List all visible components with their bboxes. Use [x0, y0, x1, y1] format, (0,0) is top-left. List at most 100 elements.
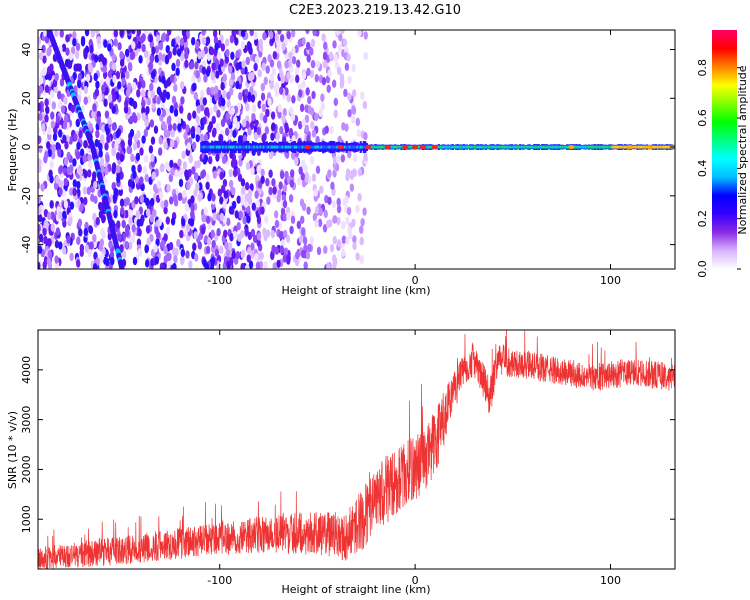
spectrogram-noise-cell — [289, 225, 294, 235]
spectrogram-band-core — [358, 145, 361, 149]
spectrogram-band-core — [279, 145, 283, 149]
spectrogram-noise-cell — [229, 34, 235, 44]
spectrogram-noise-cell — [187, 168, 192, 178]
colorbar-gradient — [712, 30, 737, 269]
spectrogram-noise-cell — [179, 105, 184, 114]
spectrogram-track-cell — [39, 6, 44, 12]
spectrogram-noise-cell — [47, 261, 53, 269]
spectrogram-noise-cell — [254, 37, 259, 47]
spectrogram-band-core — [258, 145, 261, 149]
spectrogram-band-core — [659, 145, 662, 149]
spectrogram-noise-cell — [206, 52, 212, 62]
spectrogram-band-core — [531, 145, 534, 149]
spectrogram-band-core — [379, 145, 383, 149]
spectrogram-noise-cell — [184, 46, 189, 55]
spectrogram-band-core — [553, 145, 556, 149]
spectrogram-noise-cell — [214, 42, 219, 52]
snr-y-tick-label: 1000 — [20, 505, 33, 533]
spectrogram-noise-cell — [240, 250, 245, 259]
spectrogram-noise-cell — [352, 153, 358, 163]
spectrogram-noise-cell — [166, 184, 171, 193]
spectrogram-track-cell — [35, 0, 40, 4]
spectrogram-noise-cell — [169, 159, 174, 169]
spectrogram-noise-cell — [57, 91, 62, 100]
spectrogram-band-core — [231, 145, 234, 149]
spectrogram-noise-cell — [232, 129, 237, 139]
spectrogram-noise-cell — [148, 34, 154, 43]
spectrogram-noise-cell — [360, 217, 365, 227]
spectrogram-noise-cell — [286, 212, 291, 221]
spectrogram-band-core — [544, 145, 547, 149]
spectrogram-band-core — [462, 145, 465, 149]
spectrogram-noise-cell — [180, 248, 186, 258]
spectrogram-noise-cell — [265, 178, 270, 187]
spectrogram-noise-cell — [260, 92, 266, 102]
spectrogram-band-core — [370, 145, 373, 149]
spectrogram-noise-cell — [38, 112, 43, 122]
spectrogram-noise-cell — [230, 72, 236, 81]
spectrogram-noise-cell — [215, 153, 220, 162]
spectrogram-noise-cell — [177, 123, 182, 132]
spectrogram-band-core — [275, 145, 278, 149]
spectrogram-noise-cell — [50, 120, 55, 129]
spectrogram-band-core — [361, 145, 364, 149]
spectrogram-noise-cell — [237, 61, 243, 70]
spectrogram-noise-cell — [54, 255, 59, 264]
spectrogram-noise-cell — [301, 227, 306, 236]
spectrogram-noise-cell — [70, 46, 76, 55]
spectrogram-hotspot — [568, 145, 575, 150]
spectrogram-noise-cell — [246, 215, 251, 224]
spectrogram-noise-cell — [119, 198, 125, 207]
spectrogram-noise-cell — [107, 43, 112, 52]
spectrogram-noise-cell — [167, 122, 173, 132]
spectrogram-band-core — [206, 145, 209, 149]
spectrogram-noise-cell — [315, 60, 320, 69]
spectrogram-noise-cell — [321, 33, 326, 42]
spectrogram-noise-cell — [195, 40, 200, 50]
spectrogram-noise-cell — [326, 84, 331, 93]
spectrogram-noise-cell — [294, 44, 299, 54]
spectrogram-noise-cell — [100, 134, 105, 143]
spectrogram-noise-cell — [148, 145, 154, 154]
spectrogram-noise-cell — [72, 158, 77, 167]
spectrogram-noise-cell — [197, 192, 203, 202]
spectrogram-noise-cell — [265, 108, 270, 118]
spectrogram-noise-cell — [83, 85, 89, 95]
spectrogram-noise-cell — [205, 181, 210, 190]
spectrogram-band-core — [240, 145, 244, 149]
spectrogram-band-core — [353, 145, 356, 149]
spectrogram-noise-cell — [250, 71, 255, 81]
spectrogram-noise-cell — [340, 77, 345, 86]
spectrogram-noise-cell — [208, 155, 213, 165]
spectrogram-band-core — [547, 145, 550, 149]
spectrogram-noise-cell — [90, 30, 95, 38]
spectrogram-band-core — [375, 145, 378, 149]
spectrogram-noise-cell — [179, 37, 185, 47]
spectrogram-noise-cell — [155, 219, 160, 229]
spectrogram-noise-cell — [144, 119, 149, 128]
spectrogram-noise-cell — [38, 181, 41, 190]
spectrogram-noise-cell — [74, 50, 80, 60]
spectrogram-band-core — [576, 145, 580, 149]
spectrogram-noise-cell — [247, 246, 252, 256]
spectrogram-noise-cell — [250, 94, 256, 103]
spectrogram-noise-cell — [290, 30, 296, 38]
spectrogram-noise-cell — [58, 241, 63, 250]
spectrogram-noise-cell — [282, 213, 288, 222]
spectrogram-noise-cell — [343, 88, 348, 98]
spectrogram-band-core — [487, 145, 491, 149]
spectrogram-noise-cell — [46, 66, 52, 75]
spectrogram-noise-cell — [152, 209, 157, 218]
snr-series-line — [38, 330, 675, 569]
spectrogram-noise-cell — [225, 48, 230, 58]
spectrogram-band-core — [622, 145, 625, 149]
spectrogram-noise-cell — [362, 207, 367, 216]
spectrogram-noise-cell — [257, 69, 262, 78]
spectrogram-noise-cell — [197, 50, 202, 60]
spectrogram-noise-cell — [277, 110, 282, 119]
spectrogram-band-core — [270, 145, 273, 149]
spectrogram-noise-cell — [142, 165, 148, 175]
spectrogram-noise-cell — [47, 126, 52, 136]
spectrogram-noise-cell — [141, 112, 146, 121]
spectrogram-band-core — [528, 145, 531, 149]
